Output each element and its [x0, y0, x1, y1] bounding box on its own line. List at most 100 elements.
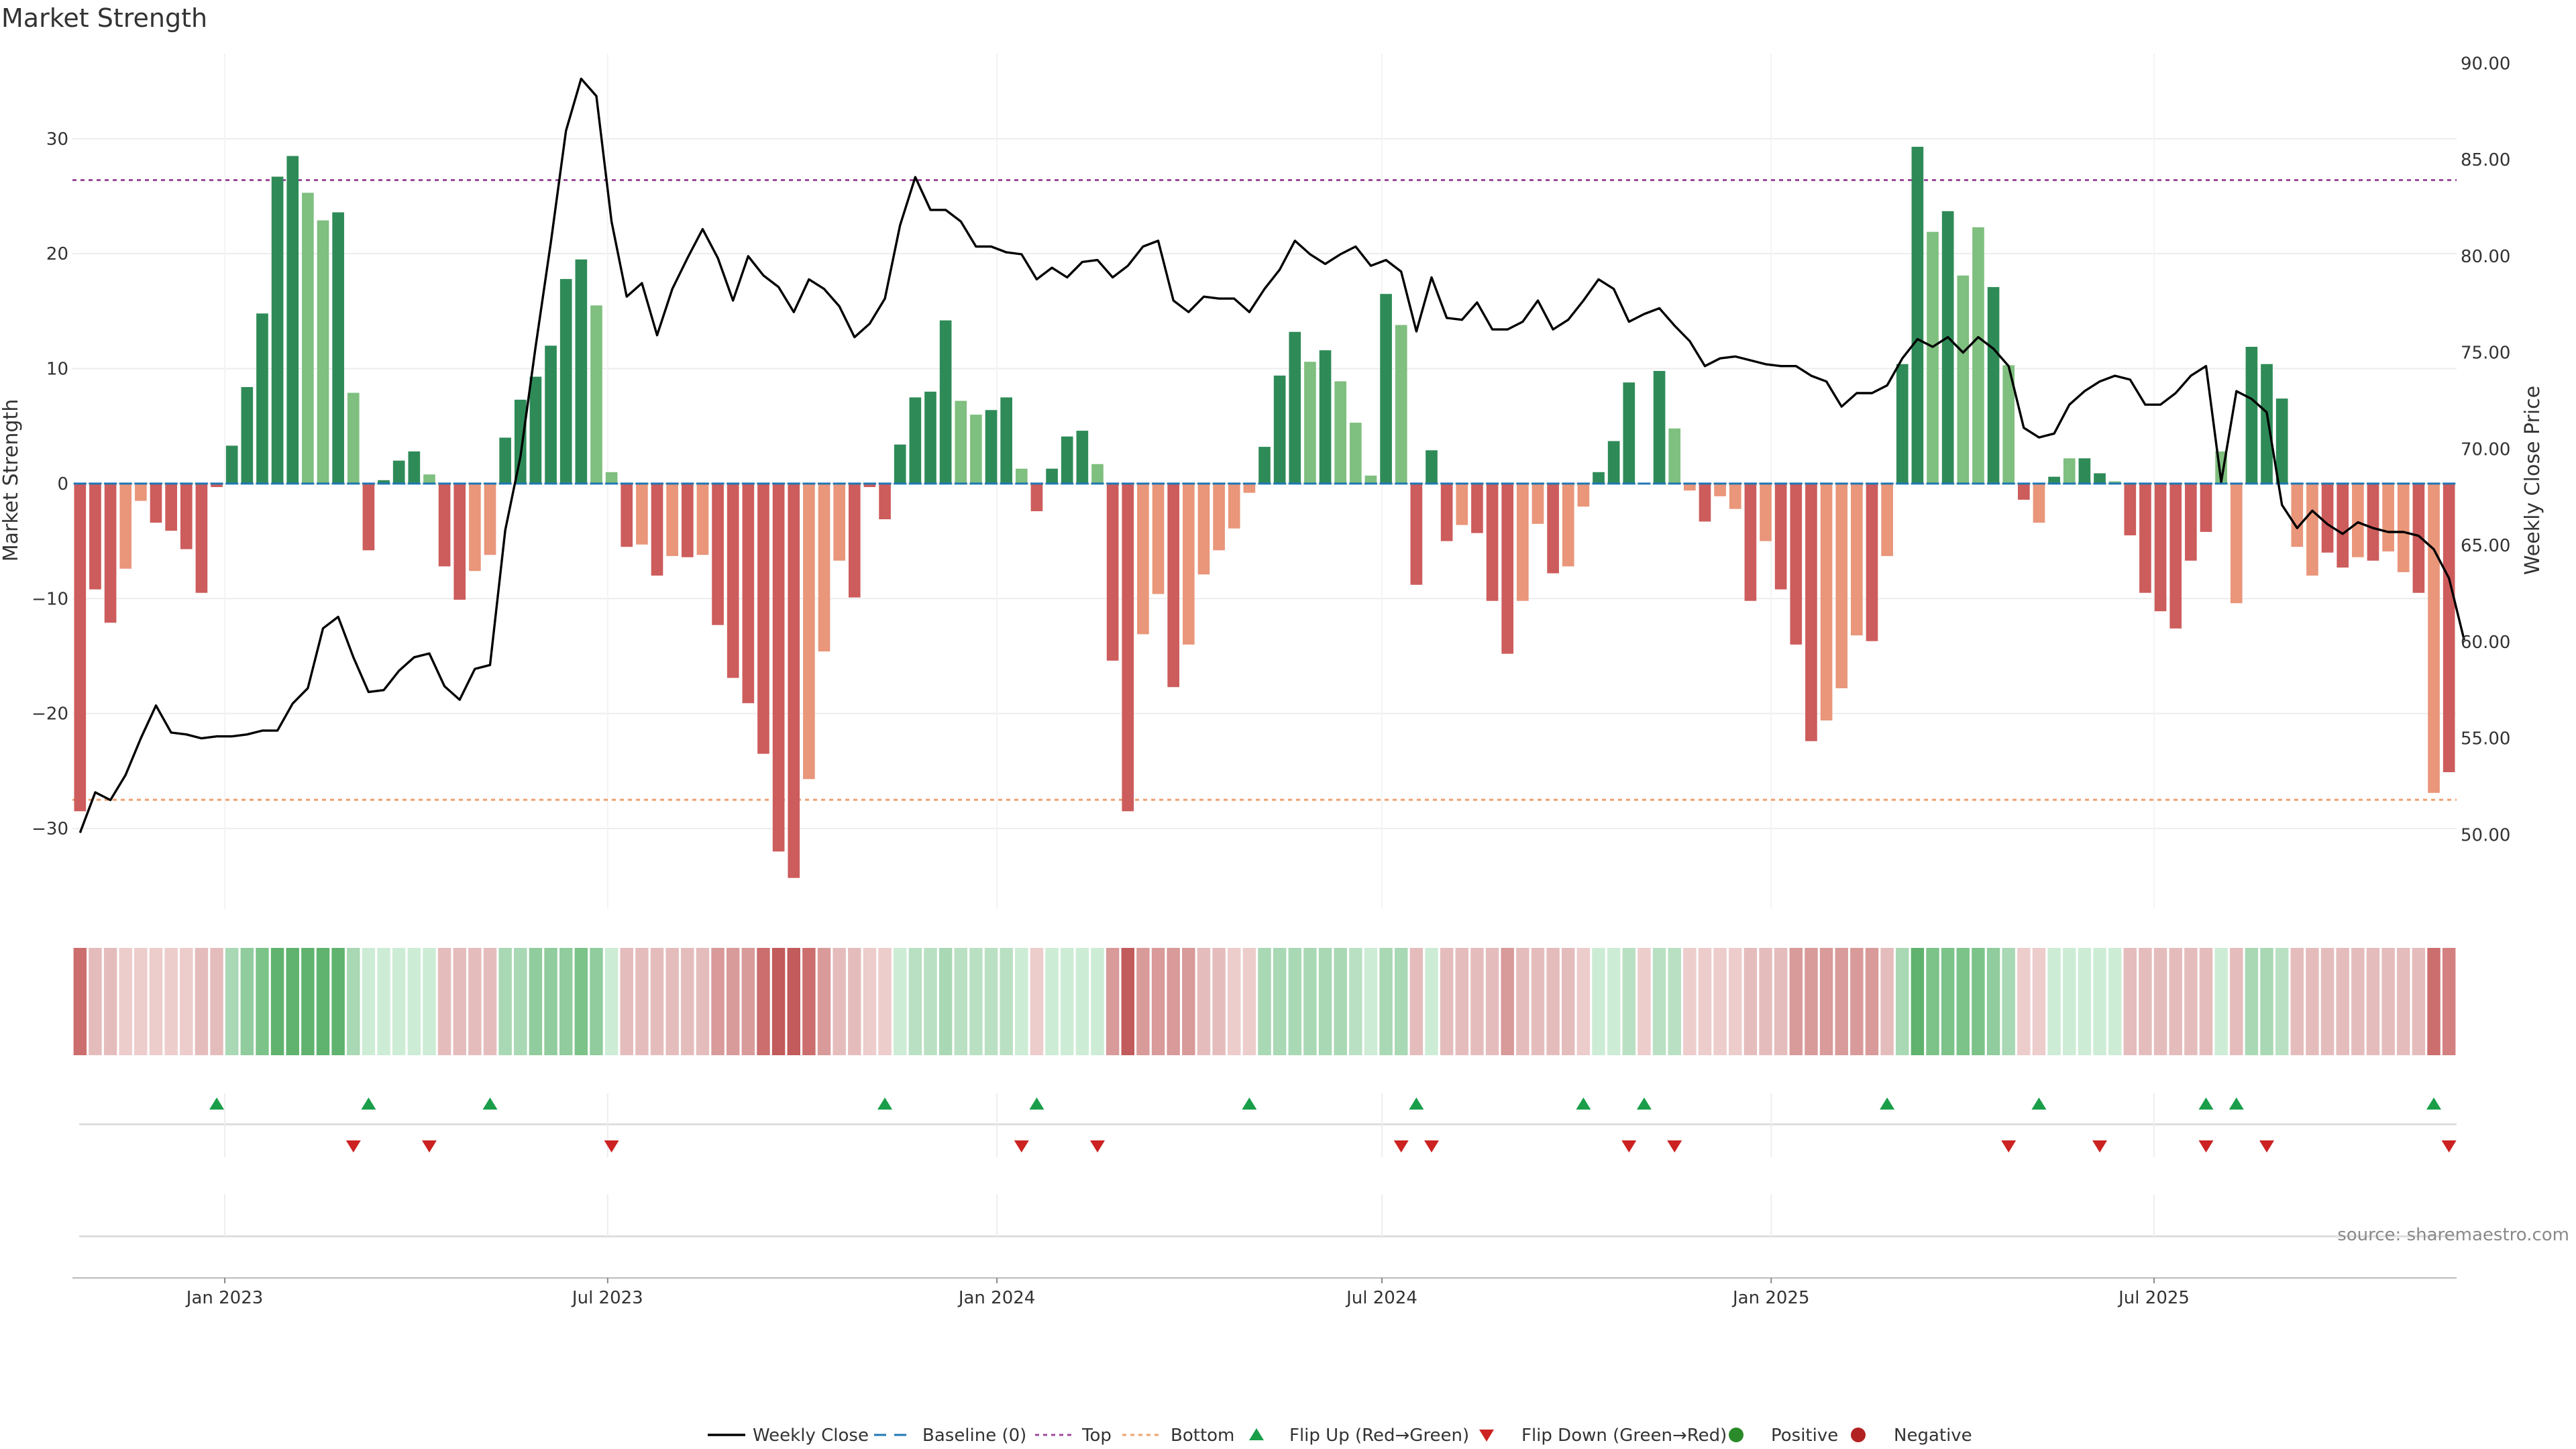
- strip-cell-37: [635, 948, 649, 1055]
- strip-cell-129: [2032, 948, 2046, 1055]
- strength-bar-117: [1851, 483, 1863, 636]
- strip-cell-117: [1850, 948, 1864, 1055]
- strength-bar-115: [1820, 483, 1833, 720]
- flip-up-marker-5: [1242, 1097, 1257, 1110]
- strength-bar-150: [2352, 483, 2364, 557]
- strength-bar-19: [362, 483, 375, 551]
- strip-cell-146: [2290, 948, 2304, 1055]
- strip-cell-66: [1075, 948, 1089, 1055]
- strip-cell-92: [1470, 948, 1484, 1055]
- strength-bar-137: [2154, 483, 2167, 612]
- strip-cell-151: [2366, 948, 2380, 1055]
- strength-bar-113: [1790, 483, 1803, 645]
- y-tick-label-3: 0: [57, 474, 68, 494]
- flip-down-marker-4: [1089, 1140, 1105, 1152]
- strip-cell-10: [225, 948, 239, 1055]
- strength-bar-78: [1258, 447, 1271, 484]
- flip-up-marker-1: [361, 1097, 376, 1110]
- strength-bar-55: [909, 397, 922, 484]
- strength-bar-88: [1410, 483, 1423, 585]
- strength-bar-53: [879, 483, 891, 520]
- strip-cell-11: [240, 948, 254, 1055]
- strip-cell-142: [2230, 948, 2243, 1055]
- strip-cell-20: [377, 948, 390, 1055]
- strip-cell-119: [1880, 948, 1894, 1055]
- strength-bar-120: [1896, 364, 1909, 484]
- strip-cell-58: [954, 948, 967, 1055]
- strip-cell-40: [681, 948, 694, 1055]
- strength-bar-73: [1182, 483, 1195, 645]
- strip-cell-139: [2184, 948, 2198, 1055]
- strip-cell-31: [544, 948, 557, 1055]
- strip-cell-85: [1364, 948, 1378, 1055]
- strength-bar-6: [165, 483, 177, 531]
- strip-cell-152: [2381, 948, 2395, 1055]
- strip-cell-87: [1394, 948, 1408, 1055]
- strip-cell-30: [529, 948, 543, 1055]
- legend-label-3: Bottom: [1171, 1426, 1234, 1446]
- strip-cell-35: [604, 948, 619, 1055]
- strength-bar-87: [1395, 325, 1407, 484]
- strength-bar-39: [666, 483, 678, 556]
- strip-cell-18: [347, 948, 360, 1055]
- strip-cell-67: [1091, 948, 1104, 1055]
- strength-bar-84: [1349, 423, 1362, 484]
- strip-cell-101: [1607, 948, 1621, 1055]
- strength-bar-92: [1471, 483, 1483, 533]
- strength-bar-16: [317, 220, 329, 484]
- strip-cell-153: [2397, 948, 2410, 1055]
- strip-cell-44: [741, 948, 755, 1055]
- strength-bar-107: [1699, 483, 1711, 522]
- strip-cell-75: [1212, 948, 1226, 1055]
- strip-cell-128: [2017, 948, 2031, 1055]
- flip-down-marker-2: [604, 1140, 619, 1152]
- y-tick-label-6: 30: [46, 129, 68, 150]
- strip-cell-13: [270, 948, 284, 1055]
- strength-bar-97: [1547, 483, 1559, 574]
- y2-tick-label-6: 80.00: [2461, 247, 2510, 267]
- strength-bar-151: [2367, 483, 2379, 561]
- strength-bar-147: [2306, 483, 2318, 576]
- flip-up-marker-6: [1409, 1097, 1424, 1110]
- strength-bar-42: [712, 483, 724, 625]
- strip-cell-45: [757, 948, 770, 1055]
- legend-swatch-negative: [1851, 1428, 1866, 1442]
- strength-bar-130: [2048, 476, 2060, 484]
- strength-bar-14: [286, 156, 299, 484]
- legend-label-7: Negative: [1894, 1426, 1972, 1446]
- strip-cell-71: [1151, 948, 1165, 1055]
- strip-cell-148: [2320, 948, 2334, 1055]
- strength-bar-110: [1744, 483, 1757, 601]
- flip-down-marker-5: [1393, 1140, 1409, 1152]
- strength-bar-122: [1927, 231, 1939, 484]
- strength-bar-59: [970, 415, 982, 484]
- strip-cell-124: [1956, 948, 1970, 1055]
- strength-bar-0: [74, 483, 87, 812]
- flip-up-marker-13: [2426, 1097, 2442, 1110]
- strength-bar-28: [499, 437, 511, 484]
- strength-bar-20: [378, 480, 390, 484]
- strength-bar-144: [2261, 364, 2273, 484]
- strength-bar-45: [757, 483, 769, 754]
- strip-cell-82: [1318, 948, 1332, 1055]
- y2-tick-label-7: 85.00: [2461, 150, 2510, 170]
- flip-up-marker-3: [877, 1097, 893, 1110]
- strip-cell-132: [2078, 948, 2092, 1055]
- strength-bar-119: [1881, 483, 1893, 556]
- strip-cell-55: [908, 948, 922, 1055]
- x-axis: Jan 2023 Jul 2023 Jan 2024 Jul 2024 Jan 2025…: [72, 1277, 2457, 1308]
- strength-bar-62: [1015, 468, 1028, 484]
- flip-down-marker-0: [345, 1140, 361, 1152]
- strength-bar-50: [833, 483, 845, 561]
- strip-cell-51: [848, 948, 861, 1055]
- legend-label-5: Flip Down (Green→Red): [1521, 1426, 1727, 1446]
- strip-cell-6: [164, 948, 178, 1055]
- strength-bar-89: [1426, 450, 1438, 484]
- flip-up-marker-7: [1576, 1097, 1591, 1110]
- strip-cell-34: [590, 948, 603, 1055]
- y2-tick-label-5: 75.00: [2461, 343, 2510, 364]
- strength-bar-18: [347, 392, 360, 484]
- strength-bar-30: [529, 376, 542, 484]
- x-tick-label-5: Jul 2025: [2117, 1288, 2190, 1308]
- strip-cell-140: [2199, 948, 2213, 1055]
